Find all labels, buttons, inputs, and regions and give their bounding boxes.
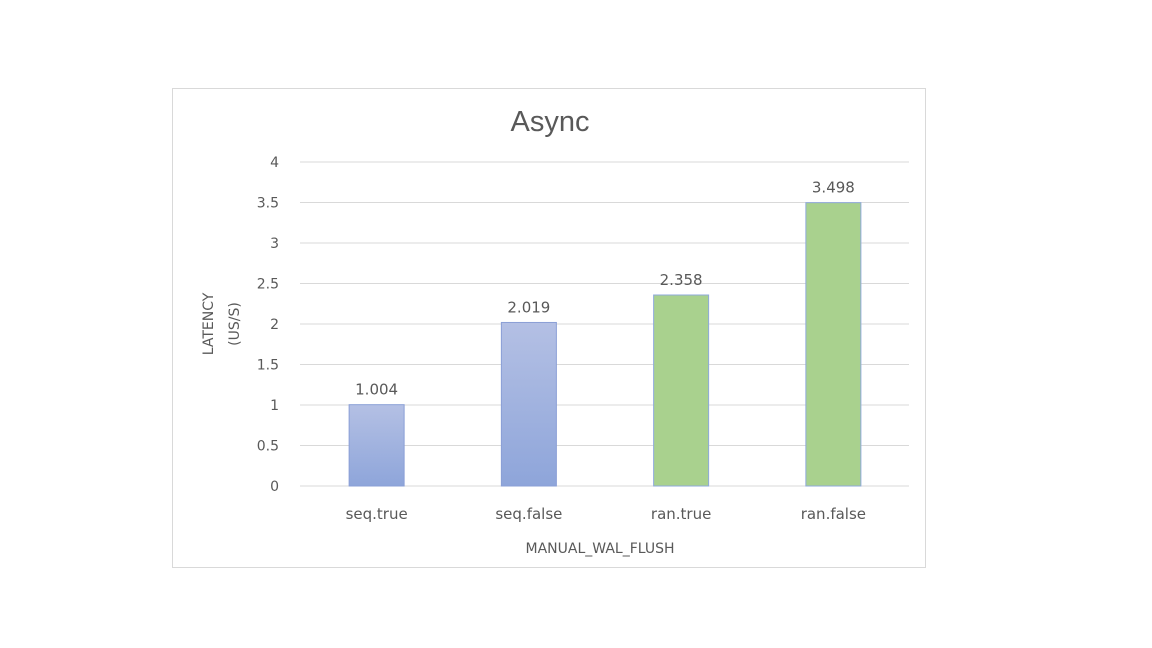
- bar-seq-false: [500, 321, 557, 487]
- y-tick-label: 2: [270, 317, 279, 333]
- y-tick-label: 4: [270, 155, 279, 171]
- data-label: 2.358: [660, 271, 703, 289]
- x-category-label: ran.true: [651, 505, 711, 523]
- data-label: 1.004: [355, 381, 398, 399]
- y-tick-label: 1.5: [257, 358, 279, 374]
- y-tick-label: 3: [270, 236, 279, 252]
- x-category-label: seq.false: [495, 505, 562, 523]
- x-category-label: ran.false: [801, 505, 866, 523]
- x-category-label: seq.true: [346, 505, 408, 523]
- y-axis-title-line-2: (US/S): [227, 302, 243, 346]
- bars: [348, 202, 862, 487]
- bar-ran-false: [805, 202, 862, 487]
- y-tick-label: 1: [270, 398, 279, 414]
- chart-title: Async: [511, 106, 590, 138]
- y-tick-label: 2.5: [257, 277, 279, 293]
- y-axis-title-line-1: LATENCY: [201, 292, 217, 355]
- y-tick-label: 0: [270, 479, 279, 495]
- bar-ran-true: [653, 294, 710, 487]
- x-axis-title: MANUAL_WAL_FLUSH: [525, 541, 674, 557]
- y-tick-label: 0.5: [257, 439, 279, 455]
- y-tick-label: 3.5: [257, 196, 279, 212]
- data-label: 3.498: [812, 179, 855, 197]
- bar-seq-true: [348, 404, 405, 487]
- data-labels: 1.004 2.019 2.358 3.498: [355, 179, 855, 399]
- x-axis-categories: seq.true seq.false ran.true ran.false: [346, 505, 866, 523]
- data-label: 2.019: [507, 298, 550, 316]
- y-axis-ticks: 0 0.5 1 1.5 2 2.5 3 3.5 4: [257, 155, 279, 495]
